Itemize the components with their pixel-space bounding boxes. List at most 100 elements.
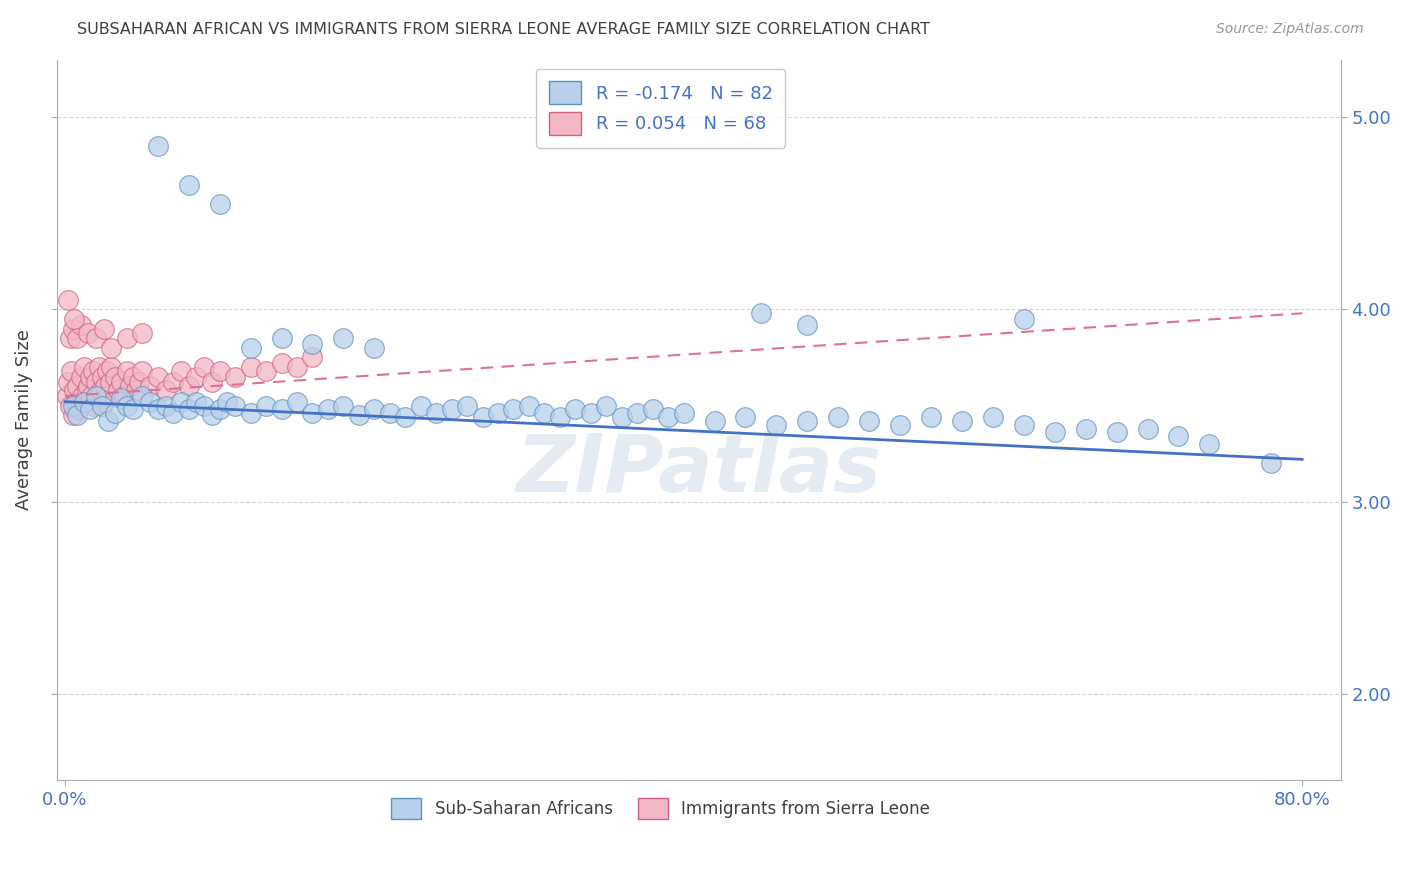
Point	[239, 406, 262, 420]
Text: SUBSAHARAN AFRICAN VS IMMIGRANTS FROM SIERRA LEONE AVERAGE FAMILY SIZE CORRELATI: SUBSAHARAN AFRICAN VS IMMIGRANTS FROM SI…	[77, 22, 931, 37]
Point	[66, 379, 89, 393]
Point	[332, 399, 354, 413]
Point	[59, 331, 82, 345]
Point	[270, 356, 292, 370]
Point	[889, 417, 911, 432]
Point	[79, 402, 101, 417]
Point	[301, 406, 323, 420]
Legend: Sub-Saharan Africans, Immigrants from Sierra Leone: Sub-Saharan Africans, Immigrants from Si…	[385, 791, 936, 826]
Point	[107, 383, 129, 397]
Point	[63, 383, 86, 397]
Point	[170, 364, 193, 378]
Point	[70, 389, 93, 403]
Point	[87, 360, 110, 375]
Point	[193, 399, 215, 413]
Point	[63, 312, 86, 326]
Point	[69, 318, 91, 332]
Point	[59, 399, 82, 413]
Point	[79, 369, 101, 384]
Point	[83, 399, 105, 413]
Point	[86, 389, 108, 403]
Point	[254, 364, 277, 378]
Point	[84, 389, 107, 403]
Point	[66, 331, 89, 345]
Point	[55, 389, 77, 403]
Point	[301, 351, 323, 365]
Point	[517, 399, 540, 413]
Point	[98, 376, 121, 390]
Point	[224, 369, 246, 384]
Point	[162, 376, 184, 390]
Point	[110, 391, 132, 405]
Point	[765, 417, 787, 432]
Point	[177, 379, 200, 393]
Point	[270, 402, 292, 417]
Point	[394, 410, 416, 425]
Point	[131, 326, 153, 340]
Point	[122, 402, 145, 417]
Point	[548, 410, 571, 425]
Point	[347, 408, 370, 422]
Point	[208, 364, 231, 378]
Point	[103, 369, 125, 384]
Point	[657, 410, 679, 425]
Y-axis label: Average Family Size: Average Family Size	[15, 329, 32, 510]
Point	[66, 408, 89, 422]
Point	[146, 369, 169, 384]
Point	[1136, 421, 1159, 435]
Point	[486, 406, 509, 420]
Point	[285, 360, 308, 375]
Point	[378, 406, 401, 420]
Point	[186, 369, 208, 384]
Point	[734, 410, 756, 425]
Point	[72, 394, 94, 409]
Point	[301, 337, 323, 351]
Point	[316, 402, 339, 417]
Point	[96, 364, 118, 378]
Point	[62, 399, 84, 413]
Point	[125, 383, 148, 397]
Point	[796, 414, 818, 428]
Point	[155, 399, 177, 413]
Point	[93, 394, 115, 409]
Point	[100, 360, 122, 375]
Point	[84, 331, 107, 345]
Point	[128, 376, 150, 390]
Point	[122, 369, 145, 384]
Point	[76, 383, 98, 397]
Point	[456, 399, 478, 413]
Point	[146, 402, 169, 417]
Point	[1043, 425, 1066, 440]
Point	[60, 364, 83, 378]
Point	[1074, 421, 1097, 435]
Point	[208, 402, 231, 417]
Point	[672, 406, 695, 420]
Point	[950, 414, 973, 428]
Point	[91, 399, 114, 413]
Point	[67, 402, 90, 417]
Point	[84, 376, 107, 390]
Point	[920, 410, 942, 425]
Point	[1012, 417, 1035, 432]
Point	[201, 376, 224, 390]
Point	[139, 394, 162, 409]
Point	[56, 376, 79, 390]
Point	[363, 341, 385, 355]
Point	[56, 293, 79, 307]
Point	[1105, 425, 1128, 440]
Point	[93, 321, 115, 335]
Point	[332, 331, 354, 345]
Point	[77, 379, 100, 393]
Point	[80, 389, 103, 403]
Point	[82, 364, 104, 378]
Point	[1167, 429, 1189, 443]
Point	[65, 394, 87, 409]
Point	[177, 402, 200, 417]
Point	[564, 402, 586, 417]
Point	[103, 406, 125, 420]
Point	[62, 408, 84, 422]
Point	[981, 410, 1004, 425]
Point	[239, 341, 262, 355]
Point	[193, 360, 215, 375]
Text: ZIPatlas: ZIPatlas	[516, 432, 882, 509]
